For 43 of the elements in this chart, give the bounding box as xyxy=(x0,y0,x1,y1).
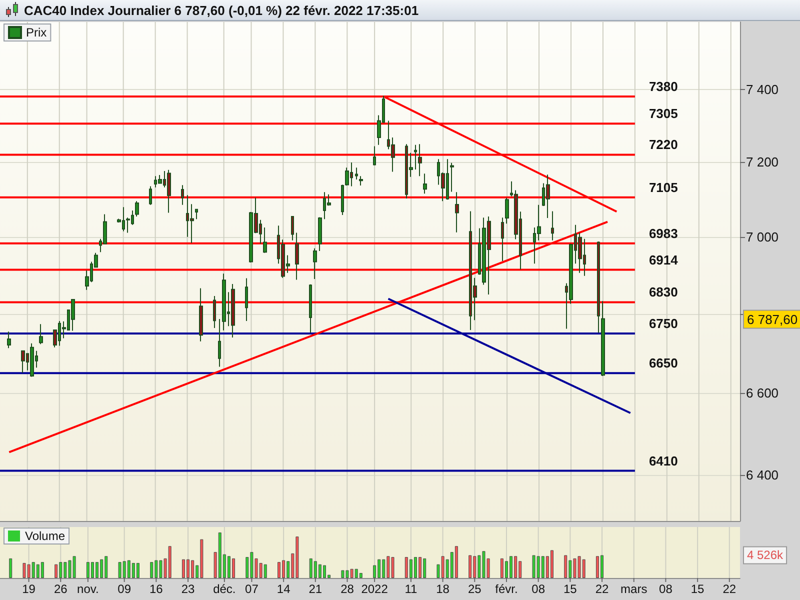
ref-line-label: 6983 xyxy=(648,226,678,241)
x-tick-label: févr. xyxy=(495,582,518,596)
x-tick-label: 22 xyxy=(722,582,736,596)
x-tick-label: 08 xyxy=(532,582,546,596)
text: 6 787,60 xyxy=(747,312,798,327)
ref-line-label: 7220 xyxy=(648,137,678,152)
y-tick-label: 7 000 xyxy=(746,229,779,244)
x-tick-label: 23 xyxy=(181,582,196,596)
chart-title: CAC40 Index Journalier 6 787,60 (-0,01 %) 22 févr. 2022 17:35:01 xyxy=(24,2,419,18)
x-tick-label: 09 xyxy=(118,582,132,596)
ref-line-label: 6914 xyxy=(648,252,679,268)
x-tick-label: 15 xyxy=(690,582,705,596)
ref-line-label: 7105 xyxy=(648,180,678,195)
y-tick-label: 6 600 xyxy=(746,386,779,401)
x-tick-label: 21 xyxy=(308,582,322,596)
ref-line-label: 6650 xyxy=(648,356,678,371)
x-tick-label: 07 xyxy=(245,582,259,596)
x-tick-label: 14 xyxy=(276,582,291,596)
legend-label: Volume xyxy=(25,529,66,543)
x-tick-label: nov. xyxy=(77,582,99,596)
ref-line-label: 6750 xyxy=(648,316,678,332)
y-tick-label: 7 200 xyxy=(746,154,779,170)
legend-label: Prix xyxy=(26,26,47,40)
x-tick-label: 18 xyxy=(436,582,450,596)
ref-line-label: 6410 xyxy=(648,453,678,468)
x-tick-label: 11 xyxy=(404,582,418,596)
ref-line-label: 7380 xyxy=(648,79,678,94)
x-tick-label: 08 xyxy=(659,582,673,596)
x-tick-label: 22 xyxy=(595,582,610,596)
x-tick-label: 16 xyxy=(150,582,164,596)
ref-line-label: 7305 xyxy=(648,106,678,122)
x-tick-label: 26 xyxy=(54,582,68,596)
x-tick-label: 19 xyxy=(22,582,36,596)
x-tick-label: 28 xyxy=(340,582,354,596)
y-tick-label: 6 400 xyxy=(746,467,779,482)
ref-line-label: 6830 xyxy=(648,284,678,300)
x-tick-label: déc. xyxy=(213,582,236,596)
x-tick-label: 2022 xyxy=(361,582,388,596)
y-tick-label: 7 400 xyxy=(746,82,779,97)
x-tick-label: 15 xyxy=(563,582,578,596)
x-tick-label: 25 xyxy=(468,582,482,596)
text: 4 526k xyxy=(747,548,784,562)
x-tick-label: mars xyxy=(620,582,648,596)
